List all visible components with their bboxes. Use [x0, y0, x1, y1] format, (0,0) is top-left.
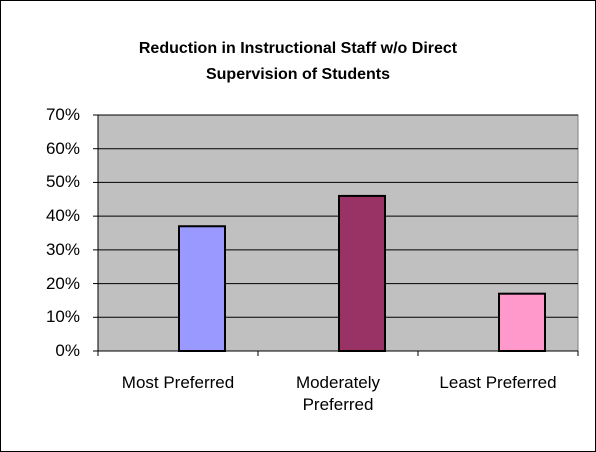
y-tick-label: 20% — [45, 273, 80, 293]
y-tick-label: 30% — [45, 239, 80, 259]
bar — [498, 292, 546, 352]
y-tick-label: 40% — [45, 206, 80, 226]
x-tick-label: Moderately Preferred — [295, 373, 381, 414]
y-tick-label: 10% — [45, 307, 80, 327]
x-tick-label: Least Preferred — [439, 373, 557, 392]
bar — [178, 225, 226, 352]
x-tick-label: Most Preferred — [121, 373, 235, 392]
y-tick-label: 50% — [45, 172, 80, 192]
bar — [338, 194, 386, 352]
y-tick-label: 60% — [45, 138, 80, 158]
y-tick-label: 0% — [55, 341, 80, 360]
chart-title: Reduction in Instructional Staff w/o Dir… — [138, 40, 458, 83]
y-tick-label: 70% — [45, 105, 80, 124]
